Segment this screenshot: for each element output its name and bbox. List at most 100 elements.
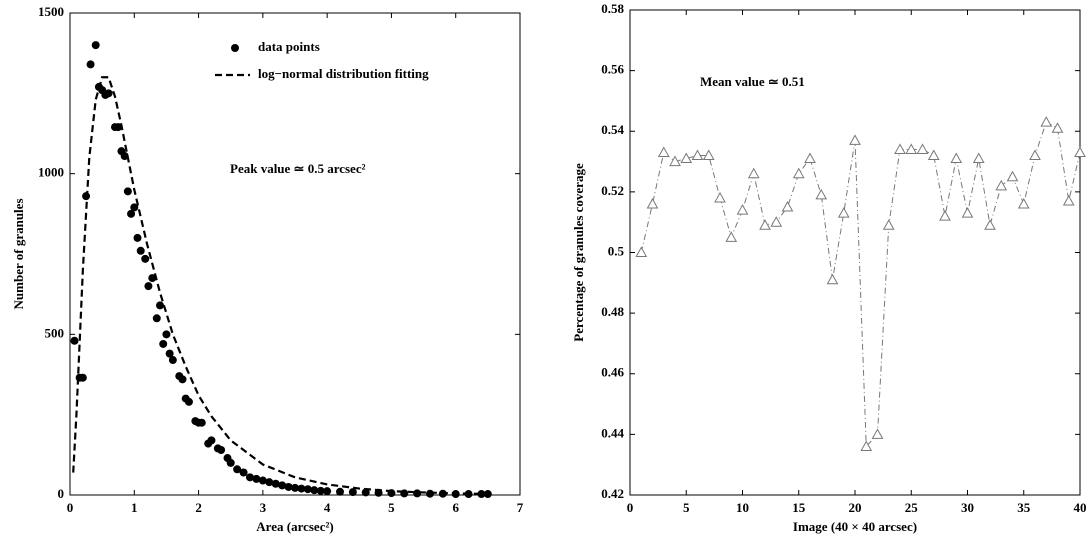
y-axis-label: Percentage of granules coverage <box>571 163 586 342</box>
data-point <box>91 41 100 50</box>
data-point <box>156 301 164 310</box>
data-point <box>792 167 805 179</box>
data-point <box>882 219 895 230</box>
data-point <box>148 274 157 283</box>
data-point <box>916 143 929 154</box>
data-point <box>905 143 918 154</box>
data-point <box>233 465 242 474</box>
data-point <box>133 233 142 242</box>
data-point <box>759 219 771 230</box>
x-tick-label: 6 <box>452 500 459 515</box>
data-point <box>258 476 267 485</box>
data-point <box>1062 194 1075 206</box>
data-point <box>961 207 974 218</box>
data-point <box>323 487 332 496</box>
series-line <box>72 76 488 496</box>
x-tick-label: 40 <box>1074 500 1087 515</box>
x-tick-label: 15 <box>792 500 806 515</box>
data-point <box>714 191 726 203</box>
data-point <box>127 209 136 218</box>
data-point <box>114 123 123 132</box>
y-tick-label: 500 <box>45 325 65 340</box>
data-point <box>284 482 293 491</box>
data-point <box>702 149 715 160</box>
y-tick-label: 0 <box>58 486 65 501</box>
data-point <box>984 219 996 230</box>
data-point <box>104 89 113 98</box>
legend-label: log−normal distribution fitting <box>258 66 429 81</box>
data-point <box>950 152 963 164</box>
data-point <box>159 339 168 348</box>
data-point <box>939 210 951 221</box>
data-point <box>1074 146 1086 157</box>
data-point <box>136 246 145 255</box>
data-point <box>78 373 87 382</box>
data-point <box>646 197 659 209</box>
y-tick-label: 0.44 <box>601 425 624 440</box>
y-tick-label: 1500 <box>38 4 64 19</box>
x-tick-label: 30 <box>961 500 974 515</box>
y-tick-label: 0.48 <box>601 304 624 319</box>
data-point <box>162 330 171 339</box>
data-point <box>1040 116 1053 127</box>
x-axis-label: Area (arcsec²) <box>256 519 333 534</box>
data-point <box>246 473 254 482</box>
data-point <box>252 474 261 483</box>
x-tick-label: 10 <box>736 500 749 515</box>
legend-symbol <box>231 44 239 52</box>
data-point <box>291 483 299 492</box>
data-point <box>226 458 235 467</box>
x-tick-label: 20 <box>849 500 862 515</box>
data-point <box>860 440 873 451</box>
x-tick-label: 2 <box>195 500 202 515</box>
data-point <box>736 204 749 215</box>
x-tick-label: 4 <box>324 500 331 515</box>
data-point <box>239 468 248 477</box>
data-point <box>635 246 648 257</box>
data-point <box>995 179 1008 191</box>
data-point <box>815 188 828 200</box>
data-point <box>303 485 312 494</box>
y-tick-label: 0.5 <box>608 243 625 258</box>
data-point <box>184 397 193 406</box>
x-tick-label: 7 <box>517 500 524 515</box>
x-tick-label: 5 <box>388 500 395 515</box>
x-tick-label: 35 <box>1017 500 1031 515</box>
x-tick-label: 0 <box>67 500 74 515</box>
data-point <box>217 446 226 455</box>
plot-frame <box>629 9 1081 496</box>
data-point <box>316 486 325 495</box>
data-point <box>297 484 306 493</box>
annotation: Mean value ≃ 0.51 <box>700 74 805 89</box>
data-point <box>144 282 153 291</box>
y-tick-label: 0.52 <box>601 183 624 198</box>
data-point <box>747 167 760 179</box>
data-point <box>413 489 422 498</box>
data-point <box>1029 149 1041 160</box>
data-point <box>265 478 274 487</box>
data-point <box>278 481 287 490</box>
data-point <box>361 488 370 497</box>
data-point <box>310 486 319 495</box>
data-point <box>336 487 344 496</box>
data-point <box>1017 197 1030 209</box>
data-point <box>849 134 861 145</box>
x-tick-label: 3 <box>260 500 267 515</box>
x-axis-label: Image (40 × 40 arcsec) <box>793 519 917 534</box>
data-point <box>168 356 177 365</box>
data-point <box>271 479 280 488</box>
data-point <box>826 273 839 285</box>
data-point <box>680 152 693 164</box>
data-point <box>141 254 150 263</box>
y-tick-label: 1000 <box>38 165 64 180</box>
y-tick-label: 0.56 <box>601 62 624 77</box>
data-point <box>120 151 129 160</box>
y-tick-label: 0.46 <box>601 365 624 380</box>
x-tick-label: 1 <box>131 500 138 515</box>
x-tick-label: 0 <box>627 500 634 515</box>
data-point <box>871 428 884 439</box>
data-point <box>669 155 681 167</box>
y-tick-label: 0.58 <box>601 1 624 16</box>
data-point <box>657 146 670 157</box>
